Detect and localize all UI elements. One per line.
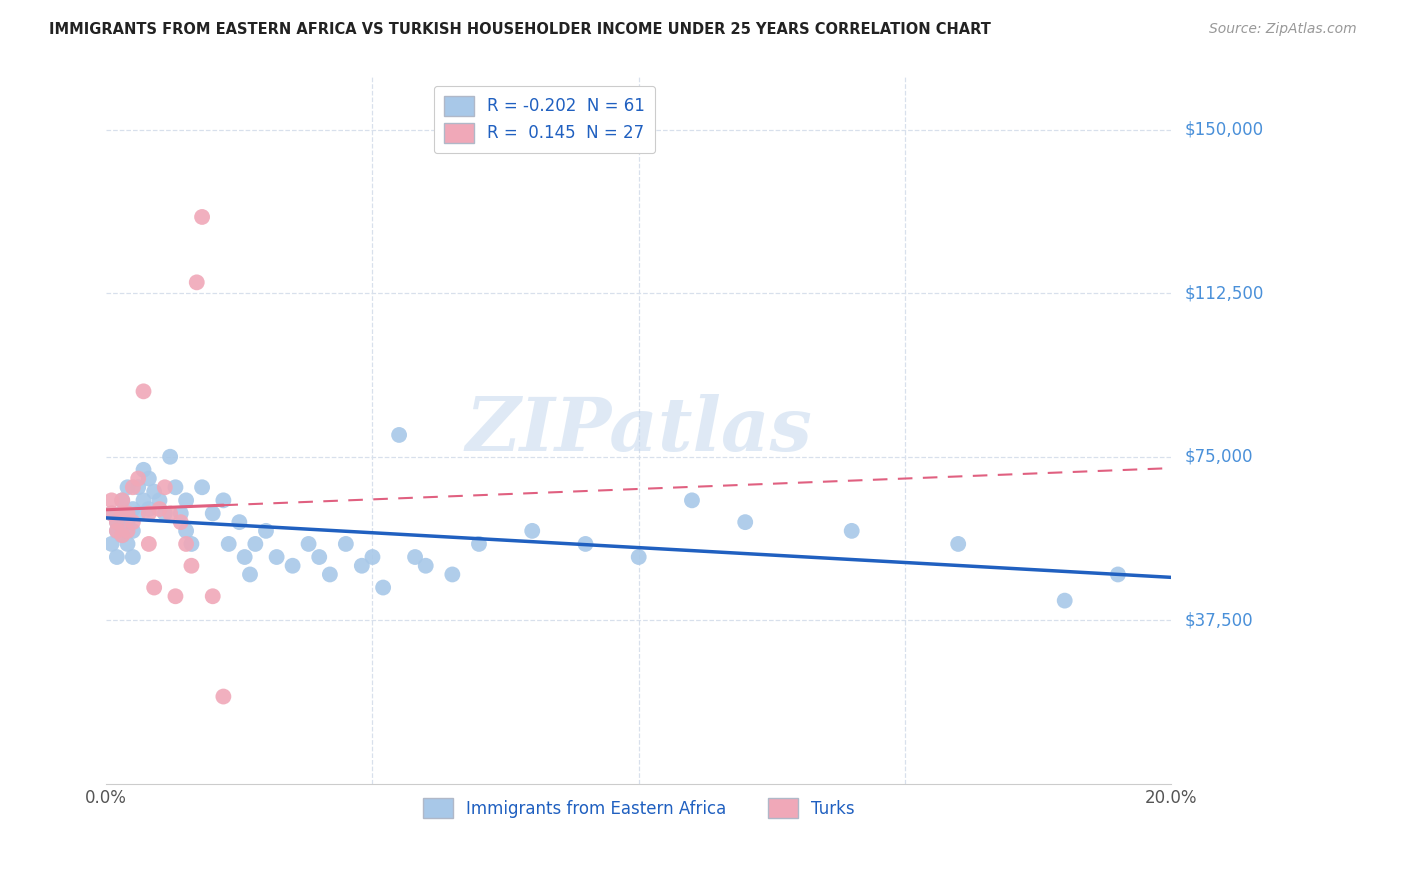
Point <box>117 515 139 529</box>
Point <box>159 507 181 521</box>
Point <box>111 528 134 542</box>
Point <box>138 502 160 516</box>
Point <box>121 515 143 529</box>
Legend: Immigrants from Eastern Africa, Turks: Immigrants from Eastern Africa, Turks <box>416 791 862 825</box>
Point <box>153 507 176 521</box>
Point <box>121 502 143 516</box>
Point <box>297 537 319 551</box>
Point <box>143 484 166 499</box>
Point <box>180 558 202 573</box>
Point <box>319 567 342 582</box>
Point <box>218 537 240 551</box>
Point <box>281 558 304 573</box>
Point <box>121 524 143 538</box>
Point <box>266 549 288 564</box>
Point <box>734 515 756 529</box>
Point <box>415 558 437 573</box>
Point <box>404 549 426 564</box>
Point <box>132 463 155 477</box>
Point <box>148 493 170 508</box>
Text: Source: ZipAtlas.com: Source: ZipAtlas.com <box>1209 22 1357 37</box>
Point <box>121 480 143 494</box>
Text: $75,000: $75,000 <box>1185 448 1254 466</box>
Point <box>361 549 384 564</box>
Point <box>100 507 122 521</box>
Point <box>254 524 277 538</box>
Point <box>201 507 224 521</box>
Point <box>233 549 256 564</box>
Point <box>100 493 122 508</box>
Point <box>170 507 193 521</box>
Point <box>111 507 134 521</box>
Point <box>111 507 134 521</box>
Point <box>388 428 411 442</box>
Point <box>574 537 596 551</box>
Text: ZIPatlas: ZIPatlas <box>465 394 813 467</box>
Point <box>159 450 181 464</box>
Point <box>228 515 250 529</box>
Point <box>627 549 650 564</box>
Point <box>371 581 394 595</box>
Point <box>186 276 208 290</box>
Point <box>468 537 491 551</box>
Point <box>191 480 214 494</box>
Point <box>191 210 214 224</box>
Point <box>165 589 187 603</box>
Point <box>335 537 357 551</box>
Point <box>132 493 155 508</box>
Point <box>143 581 166 595</box>
Point <box>105 515 128 529</box>
Point <box>100 537 122 551</box>
Text: $112,500: $112,500 <box>1185 285 1264 302</box>
Point <box>105 524 128 538</box>
Point <box>117 537 139 551</box>
Text: $37,500: $37,500 <box>1185 611 1254 629</box>
Point <box>165 480 187 494</box>
Point <box>117 507 139 521</box>
Point <box>105 515 128 529</box>
Point <box>174 493 197 508</box>
Point <box>174 524 197 538</box>
Point <box>212 493 235 508</box>
Point <box>117 524 139 538</box>
Point <box>681 493 703 508</box>
Point <box>127 507 149 521</box>
Point <box>121 549 143 564</box>
Point <box>180 537 202 551</box>
Point <box>148 502 170 516</box>
Point <box>212 690 235 704</box>
Text: IMMIGRANTS FROM EASTERN AFRICA VS TURKISH HOUSEHOLDER INCOME UNDER 25 YEARS CORR: IMMIGRANTS FROM EASTERN AFRICA VS TURKIS… <box>49 22 991 37</box>
Point <box>138 471 160 485</box>
Point <box>948 537 970 551</box>
Point <box>117 480 139 494</box>
Point <box>308 549 330 564</box>
Point <box>138 537 160 551</box>
Point <box>1053 593 1076 607</box>
Point <box>138 507 160 521</box>
Point <box>100 507 122 521</box>
Point <box>111 493 134 508</box>
Point <box>245 537 267 551</box>
Point <box>350 558 373 573</box>
Point <box>105 524 128 538</box>
Point <box>127 471 149 485</box>
Point <box>1107 567 1129 582</box>
Point <box>153 480 176 494</box>
Point <box>111 493 134 508</box>
Point <box>201 589 224 603</box>
Text: $150,000: $150,000 <box>1185 120 1264 139</box>
Point <box>127 480 149 494</box>
Point <box>132 384 155 399</box>
Point <box>111 528 134 542</box>
Point <box>441 567 464 582</box>
Point <box>239 567 262 582</box>
Point <box>105 549 128 564</box>
Point <box>170 515 193 529</box>
Point <box>841 524 863 538</box>
Point <box>174 537 197 551</box>
Point <box>522 524 544 538</box>
